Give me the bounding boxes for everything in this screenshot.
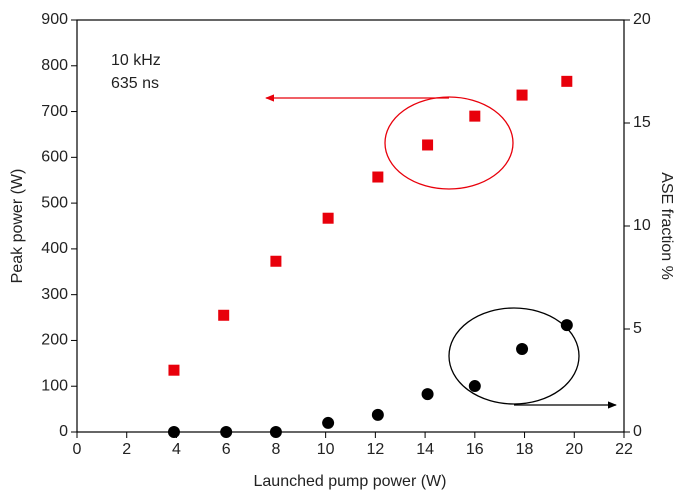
point: [468, 380, 481, 393]
y-tick-label: 100: [41, 377, 68, 394]
y-tick-label: 400: [41, 240, 68, 257]
y2-tick-label: 10: [633, 217, 651, 234]
y-tick-label: 700: [41, 103, 68, 120]
point: [269, 426, 282, 438]
red-ellipse: [384, 96, 514, 190]
y-tick-label: 800: [41, 57, 68, 74]
point: [422, 139, 434, 151]
x-axis-label: Launched pump power (W): [254, 473, 447, 490]
y2-tick-label: 0: [633, 423, 642, 440]
y-tick-label: 0: [59, 423, 68, 440]
point: [421, 388, 434, 401]
point: [516, 342, 529, 355]
annotation: 10 kHz: [111, 52, 161, 69]
y-tick-label: 300: [41, 286, 68, 303]
point: [168, 364, 180, 376]
point: [516, 89, 528, 101]
point: [371, 408, 384, 421]
x-tick-label: 18: [516, 441, 534, 458]
x-tick-label: 6: [222, 441, 231, 458]
y2-tick-label: 15: [633, 114, 651, 131]
x-tick-label: 4: [172, 441, 181, 458]
x-tick-label: 10: [317, 441, 335, 458]
x-tick-label: 8: [271, 441, 280, 458]
y2-tick-label: 20: [633, 11, 651, 28]
x-tick-label: 14: [416, 441, 434, 458]
black-ellipse: [448, 307, 580, 405]
point: [560, 319, 573, 332]
point: [469, 110, 481, 122]
x-tick-label: 20: [565, 441, 583, 458]
point: [218, 309, 230, 321]
y-tick-label: 500: [41, 194, 68, 211]
point: [322, 416, 335, 429]
y-axis-label: Peak power (W): [9, 169, 26, 284]
point: [270, 255, 282, 267]
y-tick-label: 200: [41, 332, 68, 349]
x-tick-label: 12: [366, 441, 384, 458]
x-tick-label: 2: [122, 441, 131, 458]
point: [372, 171, 384, 183]
point: [220, 426, 233, 438]
y2-tick-label: 5: [633, 320, 642, 337]
x-tick-label: 22: [615, 441, 633, 458]
plot-frame: [76, 19, 625, 433]
y-tick-label: 900: [41, 11, 68, 28]
annotation: 635 ns: [111, 75, 159, 92]
y2-axis-label: ASE fraction %: [658, 172, 675, 280]
point: [167, 426, 180, 438]
x-tick-label: 0: [73, 441, 82, 458]
point: [322, 212, 334, 224]
x-tick-label: 16: [466, 441, 484, 458]
y-tick-label: 600: [41, 149, 68, 166]
point: [561, 75, 573, 87]
